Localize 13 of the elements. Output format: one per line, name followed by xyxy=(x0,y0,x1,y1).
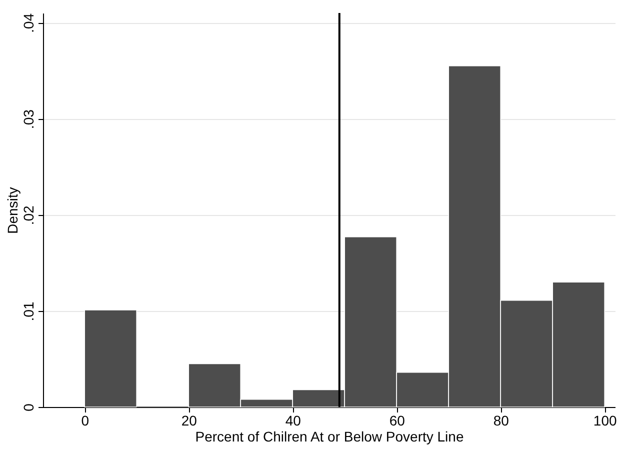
y-axis-title: Density xyxy=(4,187,20,234)
x-tick-label: 80 xyxy=(493,412,510,428)
x-tick-label: 40 xyxy=(285,412,302,428)
y-tick-label: 0 xyxy=(20,403,36,412)
y-tick-label: .01 xyxy=(20,301,36,322)
x-tick-label: 100 xyxy=(593,412,617,428)
y-tick-label: .03 xyxy=(20,109,36,129)
x-tick-label: 60 xyxy=(389,412,406,428)
y-tick-label: .02 xyxy=(20,205,36,226)
x-axis-title: Percent of Chilren At or Below Poverty Line xyxy=(195,428,464,444)
y-tick-label: .04 xyxy=(20,13,36,33)
x-tick-label: 20 xyxy=(181,412,198,428)
x-tick-label: 0 xyxy=(81,412,90,428)
